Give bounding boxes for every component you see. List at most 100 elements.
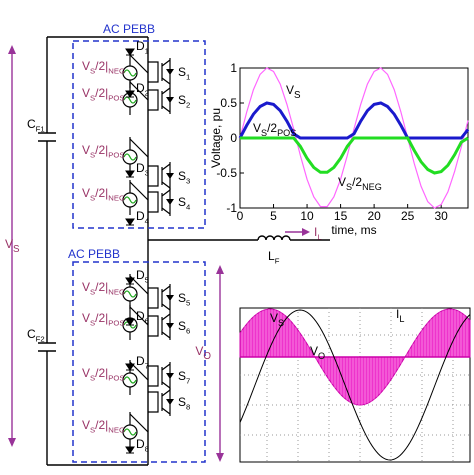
diode-label: D2 [136,81,149,97]
switch-label-part: 7 [186,376,190,385]
diode-label-part: 6 [145,316,149,325]
cap-label: CF1 [27,117,45,133]
switch-diode [166,199,174,205]
source-label-part: S [90,66,95,75]
series-label-part: POS [277,128,296,138]
switch-label: S2 [178,93,190,109]
switch-diode [166,69,174,75]
diode-label: D5 [136,268,149,284]
wave-label-part: I [396,307,399,321]
source-label-part: POS [108,150,124,159]
source-label-part: /2| [95,418,108,432]
series-label-part: S [346,182,352,192]
switch-diode [166,295,174,301]
series-label-part: /2 [352,175,362,189]
diode-label: D8 [136,437,149,453]
diode-label-part: D [136,268,145,282]
wave-label-part: O [318,351,325,361]
source-label-part: V [82,311,90,325]
il-curve [239,309,471,461]
series-line [238,101,470,140]
switch-label: S8 [178,395,190,411]
diode-label: D6 [136,309,149,325]
diode-label: D4 [136,209,150,225]
source-label-part: V [82,418,90,432]
diode-label: D1 [136,39,149,55]
series-line [240,136,469,175]
x-tick-label: 15 [334,209,348,223]
vs-label-part: S [13,244,20,255]
diode-label-part: 7 [145,361,149,370]
series-label-part: S [261,128,267,138]
diode [125,90,135,98]
wire [129,181,149,201]
switch-diode [166,173,174,179]
source-label-part: V [82,59,90,73]
vo-label-part: V [195,344,203,358]
source-wave [123,96,137,104]
lf-label-part: F [275,256,280,265]
switch-label-part: S [178,395,186,409]
il-label: IL [314,225,322,241]
source-label-part: NEG [108,425,125,434]
diode [125,48,135,56]
diode-label-part: 8 [145,444,149,453]
cap-label-part: F1 [36,124,45,133]
vs-label: VS [5,237,20,255]
waveform [239,307,471,463]
series-label: VS [286,83,301,101]
switch [148,284,171,312]
switch-label-part: 5 [186,298,190,307]
wire [129,413,149,433]
diode-label-part: D [136,309,145,323]
source-label-part: S [90,150,95,159]
source-label-part: V [82,366,90,380]
diode [125,363,135,371]
switch [148,58,171,86]
source-wave [123,69,137,77]
switch-label-part: 4 [186,202,191,211]
diode-label-part: D [136,39,145,53]
source-label-part: NEG [108,193,125,202]
switch-diode [166,373,174,379]
series-label: VS/2NEG [338,175,382,192]
source-label-part: POS [108,373,124,382]
source-label-part: /2| [95,280,108,294]
series-label-part: V [338,175,346,189]
switch-label: S5 [178,291,190,307]
wires [38,36,330,466]
switch [148,188,171,216]
switch-label-part: S [178,93,186,107]
source-label: VS/2|POS [82,311,125,327]
x-axis-label: time, ms [331,223,376,237]
source-label-part: S [90,318,95,327]
source-label: VS/2|NEG [82,59,125,75]
switch-label: S6 [178,319,190,335]
source-label-part: V [82,280,90,294]
series-label-part: NEG [362,182,382,192]
diode [125,446,135,454]
x-tick-label: 5 [270,209,277,223]
source-label-part: POS [108,93,124,102]
switch-label: S3 [178,169,190,185]
switch-label-part: S [178,195,186,209]
switch-label-part: S [178,369,186,383]
y-tick-label: 0.5 [220,96,237,110]
diode-label-part: 2 [145,88,149,97]
diode-label-part: D [136,437,145,451]
block-label: AC PEBB [68,247,120,261]
wave-label: VS [270,311,284,328]
wave-label: VO [310,344,325,361]
switch-label-part: S [178,291,186,305]
wave-label: IL [396,307,404,324]
source-label-part: /2| [95,59,108,73]
il-label-part: I [314,225,317,239]
source-label-part: S [90,373,95,382]
source-label-part: /2| [95,86,108,100]
diode [125,277,135,285]
switch-label-part: S [178,65,186,79]
source-label-part: NEG [108,66,125,75]
series-label-part: V [253,121,261,135]
diode-label-part: 1 [145,46,149,55]
